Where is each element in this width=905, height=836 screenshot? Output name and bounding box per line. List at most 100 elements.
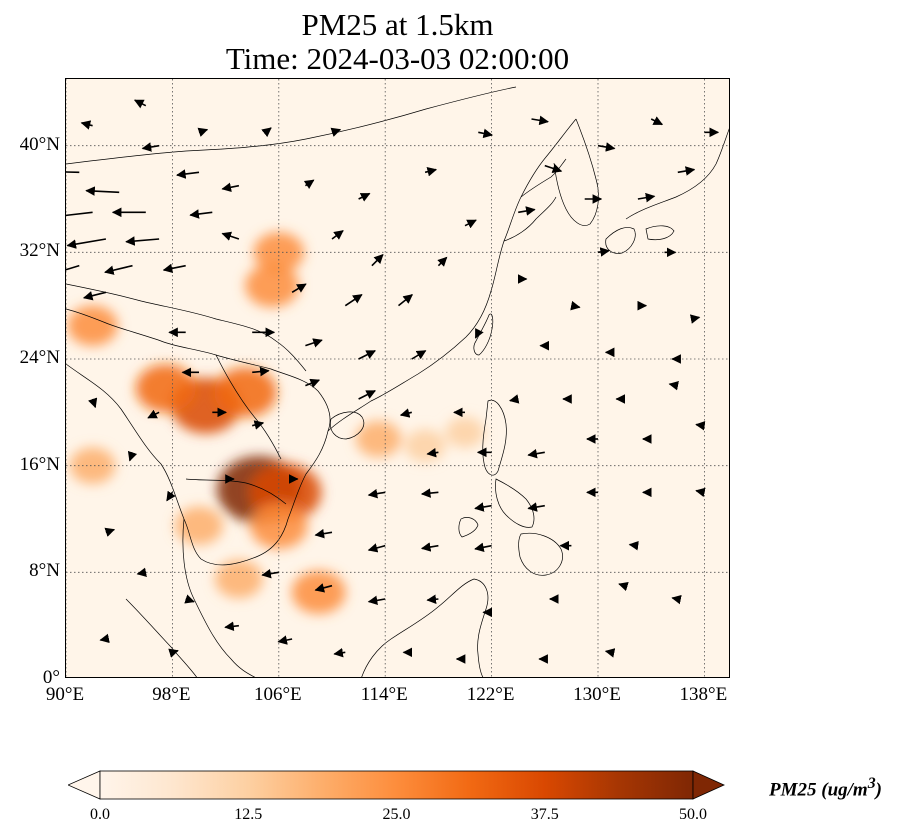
coastline-mindanao <box>518 532 563 576</box>
coastline-taiwan <box>473 313 494 356</box>
pm25-hotspot-9 <box>214 559 263 599</box>
wind-arrow-13 <box>221 182 240 192</box>
wind-arrow-53 <box>474 502 492 512</box>
wind-arrow-22 <box>331 230 344 240</box>
graticule <box>66 79 729 677</box>
lon-tick-label-1: 98°E <box>152 684 191 705</box>
lat-tick-label-1: 8°N <box>29 560 60 582</box>
wind-arrow-21 <box>358 192 371 202</box>
wind-arrow-26 <box>398 294 413 307</box>
wind-arrow-6 <box>66 264 80 271</box>
wind-arrow-45 <box>426 447 439 458</box>
wind-arrow-52 <box>420 488 439 498</box>
border-thailand-cambodia <box>185 478 287 505</box>
wind-arrow-93 <box>531 115 549 126</box>
wind-arrow-60 <box>420 542 439 552</box>
map-panel <box>65 78 730 678</box>
pm25-hotspot-11 <box>175 506 223 545</box>
lat-tick-label-3: 24°N <box>19 347 60 368</box>
wind-arrow-67 <box>426 594 439 605</box>
wind-arrow-74 <box>333 647 346 658</box>
coastline-korea <box>553 118 599 226</box>
coastline-indochina <box>66 308 331 566</box>
lat-tick-label-2: 16°N <box>19 453 60 475</box>
colorbar-label: PM25 (ug/m3) <box>769 775 882 801</box>
coastline-palawan <box>458 517 479 538</box>
coastline-japan-shikoku <box>645 225 675 241</box>
pm25-field <box>67 232 485 614</box>
wind-vectors <box>66 99 720 664</box>
wind-arrow-73 <box>277 635 293 645</box>
wind-arrow-18 <box>261 127 272 138</box>
wind-arrow-102 <box>597 247 610 257</box>
lon-tick-label-0: 90°E <box>45 684 85 705</box>
wind-arrow-66 <box>367 595 386 606</box>
colorbar-tick-label-0: 0.0 <box>90 806 110 823</box>
lat-tick-label-5: 40°N <box>19 133 60 155</box>
wind-arrow-82 <box>99 633 110 644</box>
colorbar-extend-min <box>68 770 101 800</box>
wind-arrow-44 <box>668 381 679 391</box>
wind-arrow-9 <box>82 291 107 301</box>
wind-arrow-98 <box>637 192 656 203</box>
lon-tick-label-4: 122°E <box>466 684 515 705</box>
wind-arrow-94 <box>544 163 563 173</box>
lon-tick-label-5: 130°E <box>573 684 621 705</box>
map-canvas <box>66 79 729 677</box>
wind-arrow-39 <box>399 408 412 418</box>
wind-arrow-30 <box>358 350 376 360</box>
wind-arrow-10 <box>189 209 213 219</box>
wind-arrow-12 <box>176 169 200 179</box>
coastline-malay-peninsula <box>182 518 256 677</box>
wind-arrow-15 <box>80 120 93 130</box>
coastline-borneo <box>361 578 489 677</box>
wind-arrow-96 <box>518 206 536 216</box>
wind-arrow-84 <box>88 397 98 409</box>
wind-arrow-65 <box>314 583 333 593</box>
lon-tick-label-2: 106°E <box>253 684 302 705</box>
wind-arrow-90 <box>464 219 477 229</box>
wind-arrow-70 <box>618 581 629 592</box>
wind-arrow-36 <box>147 409 160 419</box>
lon-tick-label-6: 138°E <box>679 684 728 705</box>
wind-arrow-64 <box>261 568 279 579</box>
wind-arrow-61 <box>474 542 492 552</box>
pm25-hotspot-8 <box>69 447 116 484</box>
colorbar-tick-label-2: 25.0 <box>382 806 411 823</box>
pm25-hotspot-4 <box>135 364 196 413</box>
wind-arrow-20 <box>303 179 315 189</box>
wind-arrow-8 <box>162 263 186 274</box>
wind-arrow-86 <box>166 490 176 502</box>
wind-arrow-19 <box>330 127 342 137</box>
wind-arrow-108 <box>474 327 484 339</box>
wind-arrow-5 <box>125 236 160 246</box>
wind-arrow-0 <box>66 171 80 174</box>
wind-arrow-4 <box>66 238 107 249</box>
wind-arrow-63 <box>628 540 639 551</box>
pm25-hotspot-15 <box>445 416 485 448</box>
wind-arrow-57 <box>695 487 706 498</box>
wind-arrow-2 <box>66 211 93 217</box>
coastline-visayas <box>495 478 535 528</box>
coastline-luzon <box>482 399 507 476</box>
colorbar-extend-max <box>692 770 725 800</box>
wind-arrow-7 <box>104 264 133 275</box>
colorbar-tick-label-3: 37.5 <box>530 806 559 823</box>
lat-tick-label-4: 32°N <box>19 240 60 262</box>
wind-arrow-78 <box>604 648 616 658</box>
wind-arrow-85 <box>127 450 138 462</box>
wind-arrow-33 <box>252 366 270 377</box>
coastline-japan-honshu <box>625 128 729 220</box>
coastline-japan-kyushu <box>605 227 636 254</box>
wind-arrow-71 <box>671 594 682 605</box>
pm25-hotspot-13 <box>355 420 402 458</box>
wind-arrow-54 <box>527 502 545 512</box>
border-china-west <box>66 283 307 372</box>
wind-arrow-47 <box>527 448 545 459</box>
wind-arrow-16 <box>133 99 147 109</box>
pm25-hotspot-14 <box>404 429 446 462</box>
pm25-hotspot-5 <box>245 264 300 308</box>
wind-arrow-11 <box>221 231 240 241</box>
colorbar-tick-label-4: 50.0 <box>679 806 707 823</box>
wind-arrow-91 <box>424 167 438 177</box>
